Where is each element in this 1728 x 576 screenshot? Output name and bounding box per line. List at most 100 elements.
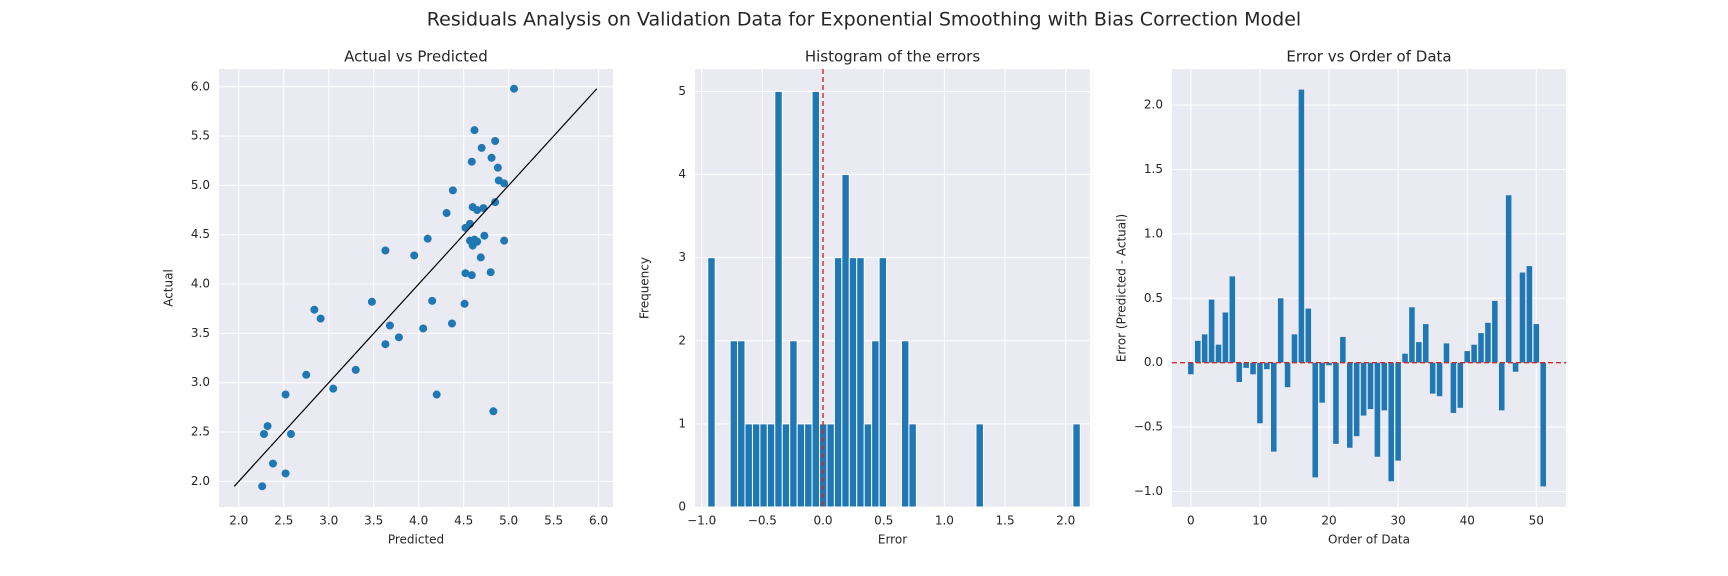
y-tick-label: 4 bbox=[678, 167, 686, 181]
bar bbox=[1229, 276, 1236, 363]
x-tick-label: 0.5 bbox=[874, 514, 893, 528]
bar bbox=[1429, 362, 1436, 394]
bar bbox=[1271, 362, 1277, 452]
histogram-bar bbox=[781, 423, 791, 508]
bar bbox=[1374, 362, 1381, 457]
x-tick-label: 0 bbox=[1187, 514, 1195, 528]
scatter-point bbox=[428, 296, 437, 305]
y-tick-label: 1.0 bbox=[1144, 226, 1163, 240]
histogram-bar bbox=[707, 257, 716, 508]
x-axis-label: Order of Data bbox=[1328, 533, 1410, 547]
bar bbox=[1519, 272, 1526, 363]
subplot-title: Actual vs Predicted bbox=[344, 48, 488, 66]
bar bbox=[1367, 362, 1374, 410]
bar bbox=[1450, 362, 1457, 413]
y-tick-label: 2 bbox=[678, 333, 686, 347]
bar bbox=[1236, 362, 1242, 383]
y-tick-label: 0.5 bbox=[1144, 291, 1163, 305]
x-tick-label: 0.0 bbox=[813, 514, 832, 528]
scatter-point bbox=[477, 143, 486, 152]
bar bbox=[1409, 307, 1415, 363]
bar bbox=[1319, 362, 1325, 403]
plot-area bbox=[1172, 69, 1566, 507]
x-tick-label: 5.0 bbox=[499, 514, 518, 528]
y-axis-label: Error (Predicted - Actual) bbox=[1115, 214, 1129, 362]
x-tick-label: 2.0 bbox=[1056, 514, 1075, 528]
histogram-bar bbox=[900, 340, 910, 508]
histogram-bar bbox=[729, 340, 739, 508]
subplot-title: Histogram of the errors bbox=[805, 48, 981, 66]
scatter-point bbox=[432, 390, 441, 399]
scatter-point bbox=[487, 153, 496, 162]
bar bbox=[1222, 312, 1229, 363]
y-tick-label: 3 bbox=[678, 250, 686, 264]
bar bbox=[1340, 336, 1346, 363]
bar bbox=[1312, 362, 1318, 478]
bar bbox=[1360, 362, 1367, 416]
histogram-bar bbox=[856, 257, 865, 508]
bar bbox=[1381, 362, 1388, 411]
x-tick-label: 50 bbox=[1529, 514, 1544, 528]
y-axis-label: Frequency bbox=[638, 257, 652, 319]
scatter-point bbox=[491, 198, 500, 207]
scatter-point bbox=[381, 340, 390, 349]
bar bbox=[1533, 324, 1540, 363]
y-tick-label: 4.0 bbox=[191, 277, 210, 291]
scatter-point bbox=[268, 459, 277, 468]
y-tick-label: 3.0 bbox=[191, 375, 210, 389]
bar bbox=[1305, 308, 1312, 363]
scatter-point bbox=[461, 223, 470, 232]
y-tick-label: 5.5 bbox=[191, 129, 210, 143]
bar bbox=[1505, 195, 1512, 363]
scatter-point bbox=[460, 299, 469, 308]
bar bbox=[1208, 299, 1215, 363]
bar bbox=[1464, 351, 1470, 363]
bar bbox=[1485, 322, 1491, 363]
scatter-point bbox=[447, 319, 456, 328]
histogram-bar bbox=[863, 423, 873, 508]
histogram-bar bbox=[796, 423, 806, 508]
scatter-point bbox=[281, 469, 290, 478]
scatter-point bbox=[486, 268, 495, 277]
scatter-point bbox=[394, 333, 403, 342]
bar bbox=[1422, 324, 1429, 363]
x-tick-label: 2.0 bbox=[229, 514, 248, 528]
bar bbox=[1498, 362, 1505, 411]
histogram-bar bbox=[848, 257, 858, 508]
bar bbox=[1457, 362, 1464, 408]
y-tick-label: 2.0 bbox=[191, 474, 210, 488]
bar bbox=[1326, 362, 1332, 366]
scatter-point bbox=[489, 407, 498, 416]
x-tick-label: −1.0 bbox=[687, 514, 716, 528]
x-tick-label: 40 bbox=[1460, 514, 1475, 528]
y-tick-label: 4.5 bbox=[191, 227, 210, 241]
y-tick-label: 0.0 bbox=[1144, 355, 1163, 369]
histogram-bar bbox=[1072, 423, 1081, 508]
scatter-point bbox=[329, 384, 338, 393]
bar bbox=[1195, 340, 1201, 363]
scatter-point bbox=[281, 390, 290, 399]
scatter-point bbox=[500, 236, 509, 245]
bar bbox=[1346, 362, 1353, 448]
histogram-bar bbox=[833, 257, 843, 508]
histogram-bar bbox=[841, 174, 850, 508]
bar bbox=[1353, 362, 1360, 437]
x-tick-label: 30 bbox=[1390, 514, 1405, 528]
bar bbox=[1395, 362, 1401, 461]
x-tick-label: 10 bbox=[1252, 514, 1267, 528]
bar bbox=[1471, 344, 1477, 363]
scatter-point bbox=[351, 365, 360, 374]
y-tick-label: −1.0 bbox=[1134, 484, 1163, 498]
histogram-bar bbox=[766, 423, 776, 508]
scatter-point bbox=[385, 321, 394, 330]
x-tick-label: 1.0 bbox=[935, 514, 954, 528]
bar bbox=[1388, 362, 1394, 482]
bar bbox=[1188, 362, 1194, 375]
bar bbox=[1277, 298, 1284, 363]
x-tick-label: 4.5 bbox=[454, 514, 473, 528]
histogram-bar bbox=[878, 257, 888, 508]
y-tick-label: 5 bbox=[678, 84, 686, 98]
bar bbox=[1250, 362, 1256, 375]
histogram-bar bbox=[975, 423, 984, 508]
y-tick-label: 6.0 bbox=[191, 79, 210, 93]
